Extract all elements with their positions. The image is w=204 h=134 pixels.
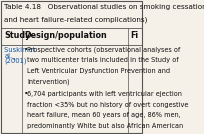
Text: Table 4.18   Observational studies on smoking cessation an: Table 4.18 Observational studies on smok…	[4, 4, 204, 10]
Text: Left Ventricular Dysfunction Prevention and: Left Ventricular Dysfunction Prevention …	[27, 68, 170, 74]
Text: two multicenter trials included in the Study of: two multicenter trials included in the S…	[27, 57, 179, 63]
Text: Prospective cohorts (observational analyses of: Prospective cohorts (observational analy…	[27, 47, 181, 53]
Text: Intervention): Intervention)	[27, 78, 70, 85]
Text: ᵃ: ᵃ	[13, 58, 15, 64]
Text: and heart failure-related complications): and heart failure-related complications)	[4, 16, 148, 23]
Text: Fi: Fi	[131, 31, 139, 40]
Text: al.: al.	[4, 53, 12, 59]
Text: •: •	[24, 91, 28, 97]
FancyBboxPatch shape	[1, 1, 142, 133]
Text: •: •	[24, 47, 28, 53]
Text: fraction <35% but no history of overt congestive: fraction <35% but no history of overt co…	[27, 102, 189, 108]
Text: Study: Study	[4, 31, 31, 40]
Text: heart failure, mean 60 years of age, 86% men,: heart failure, mean 60 years of age, 86%…	[27, 112, 181, 118]
Text: predominantly White but also African American: predominantly White but also African Ame…	[27, 123, 183, 129]
Text: Suskin et: Suskin et	[4, 47, 35, 53]
Text: (2001): (2001)	[4, 58, 27, 64]
Text: Design/population: Design/population	[24, 31, 107, 40]
Text: 6,704 participants with left ventricular ejection: 6,704 participants with left ventricular…	[27, 91, 182, 97]
